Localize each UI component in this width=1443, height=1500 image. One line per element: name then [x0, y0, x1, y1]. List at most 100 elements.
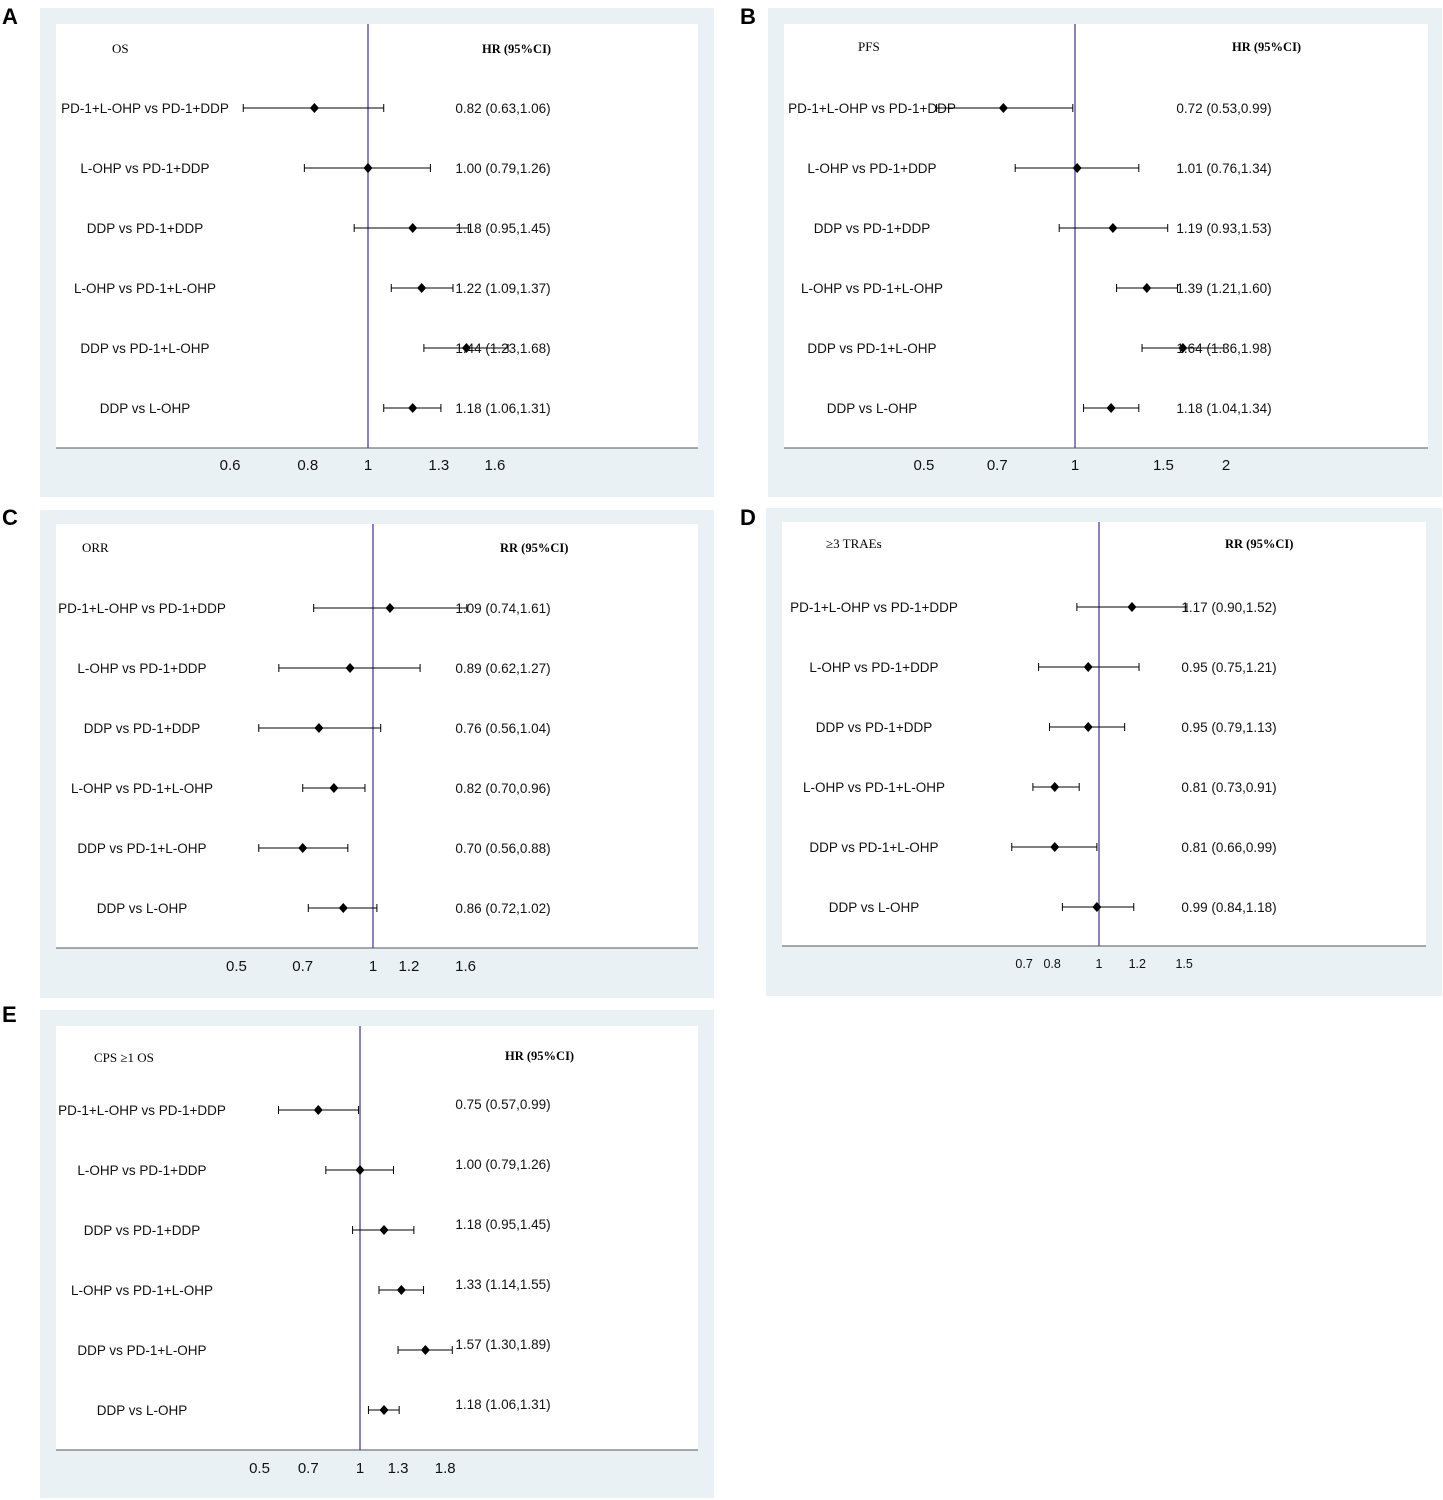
x-tick-label: 1 — [364, 457, 372, 474]
x-tick-label: 1.6 — [484, 457, 505, 474]
effect-value: 1.18 (1.06,1.31) — [455, 1397, 550, 1412]
x-tick-label: 1.5 — [1153, 457, 1174, 474]
stat-header: RR (95%CI) — [1225, 537, 1293, 551]
x-tick-label: 1.3 — [428, 457, 449, 474]
x-tick-label: 0.8 — [1043, 957, 1060, 971]
point-estimate — [379, 1225, 389, 1235]
panel-letter-d: D — [740, 505, 756, 530]
row-label: DDP vs PD-1+L-OHP — [807, 341, 936, 356]
row-label: DDP vs PD-1+DDP — [84, 721, 200, 736]
point-estimate — [1127, 602, 1137, 612]
point-estimate — [298, 843, 308, 853]
point-estimate — [345, 663, 355, 673]
point-estimate — [408, 223, 418, 233]
x-tick-label: 2 — [1222, 457, 1230, 474]
row-label: DDP vs PD-1+L-OHP — [80, 341, 209, 356]
row-label: L-OHP vs PD-1+DDP — [807, 161, 936, 176]
row-label: L-OHP vs PD-1+DDP — [77, 1163, 206, 1178]
point-estimate — [1072, 163, 1082, 173]
effect-value: 1.33 (1.14,1.55) — [455, 1277, 550, 1292]
effect-value: 1.01 (0.76,1.34) — [1176, 161, 1271, 176]
effect-value: 1.17 (0.90,1.52) — [1181, 600, 1276, 615]
row-label: L-OHP vs PD-1+DDP — [809, 660, 938, 675]
point-estimate — [379, 1405, 389, 1415]
point-estimate — [1142, 283, 1152, 293]
effect-value: 0.82 (0.70,0.96) — [455, 781, 550, 796]
x-tick-label: 0.8 — [297, 457, 318, 474]
row-label: DDP vs L-OHP — [100, 401, 191, 416]
effect-value: 1.00 (0.79,1.26) — [455, 161, 550, 176]
stat-header: RR (95%CI) — [500, 541, 568, 555]
point-estimate — [1083, 662, 1093, 672]
x-tick-label: 1 — [1096, 957, 1103, 971]
point-estimate — [1092, 902, 1102, 912]
row-label: L-OHP vs PD-1+L-OHP — [801, 281, 943, 296]
plot-area — [784, 24, 1428, 448]
x-tick-label: 1.8 — [435, 1460, 456, 1477]
effect-value: 0.89 (0.62,1.27) — [455, 661, 550, 676]
plot-area — [56, 524, 698, 948]
x-tick-label: 1 — [369, 958, 377, 975]
point-estimate — [338, 903, 348, 913]
row-label: DDP vs L-OHP — [97, 1403, 188, 1418]
effect-value: 1.18 (0.95,1.45) — [455, 221, 550, 236]
effect-value: 1.09 (0.74,1.61) — [455, 601, 550, 616]
effect-value: 1.18 (1.06,1.31) — [455, 401, 550, 416]
row-label: L-OHP vs PD-1+L-OHP — [71, 781, 213, 796]
point-estimate — [396, 1285, 406, 1295]
point-estimate — [314, 723, 324, 733]
panel-letter-c: C — [2, 505, 18, 530]
x-tick-label: 0.5 — [249, 1460, 270, 1477]
plot-area — [56, 1026, 698, 1450]
row-label: L-OHP vs PD-1+L-OHP — [71, 1283, 213, 1298]
point-estimate — [1050, 842, 1060, 852]
row-label: DDP vs L-OHP — [97, 901, 188, 916]
stat-header: HR (95%CI) — [505, 1049, 574, 1063]
row-label: PD-1+L-OHP vs PD-1+DDP — [788, 101, 956, 116]
row-label: DDP vs PD-1+L-OHP — [77, 841, 206, 856]
point-estimate — [417, 283, 427, 293]
effect-value: 0.72 (0.53,0.99) — [1176, 101, 1271, 116]
effect-value: 0.95 (0.75,1.21) — [1181, 660, 1276, 675]
point-estimate — [309, 103, 319, 113]
x-tick-label: 0.7 — [292, 958, 313, 975]
effect-value: 1.18 (0.95,1.45) — [455, 1217, 550, 1232]
x-tick-label: 1 — [356, 1460, 364, 1477]
panel-title: ≥3 TRAEs — [826, 536, 882, 551]
point-estimate — [998, 103, 1008, 113]
effect-value: 0.95 (0.79,1.13) — [1181, 720, 1276, 735]
point-estimate — [385, 603, 395, 613]
row-label: DDP vs PD-1+DDP — [816, 720, 932, 735]
effect-value: 0.86 (0.72,1.02) — [455, 901, 550, 916]
x-tick-label: 1.5 — [1175, 957, 1192, 971]
point-estimate — [1106, 403, 1116, 413]
row-label: PD-1+L-OHP vs PD-1+DDP — [61, 101, 229, 116]
row-label: DDP vs L-OHP — [829, 900, 920, 915]
effect-value: 1.18 (1.04,1.34) — [1176, 401, 1271, 416]
x-tick-label: 0.5 — [226, 958, 247, 975]
point-estimate — [1178, 343, 1188, 353]
point-estimate — [363, 163, 373, 173]
x-tick-label: 1.3 — [388, 1460, 409, 1477]
effect-value: 1.64 (1.36,1.98) — [1176, 341, 1271, 356]
row-label: DDP vs PD-1+L-OHP — [77, 1343, 206, 1358]
x-tick-label: 1.2 — [1129, 957, 1146, 971]
panel-letter-b: B — [740, 4, 756, 29]
row-label: PD-1+L-OHP vs PD-1+DDP — [790, 600, 958, 615]
point-estimate — [1083, 722, 1093, 732]
x-tick-label: 1 — [1071, 457, 1079, 474]
panel-letter-e: E — [2, 1002, 17, 1027]
row-label: DDP vs PD-1+DDP — [87, 221, 203, 236]
panel-title: PFS — [858, 39, 880, 54]
point-estimate — [461, 343, 471, 353]
effect-value: 1.44 (1.23,1.68) — [455, 341, 550, 356]
panel-title: OS — [112, 41, 129, 56]
x-tick-label: 0.7 — [987, 457, 1008, 474]
row-label: L-OHP vs PD-1+L-OHP — [74, 281, 216, 296]
x-tick-label: 1.2 — [398, 958, 419, 975]
effect-value: 1.19 (0.93,1.53) — [1176, 221, 1271, 236]
stat-header: HR (95%CI) — [1232, 40, 1301, 54]
